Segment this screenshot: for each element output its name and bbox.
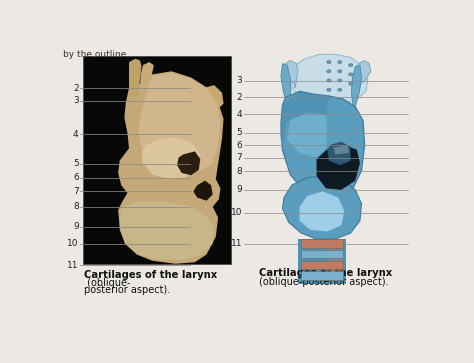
Ellipse shape [327, 61, 331, 64]
Polygon shape [300, 191, 345, 232]
Text: 9: 9 [73, 222, 79, 231]
Polygon shape [317, 144, 360, 190]
Ellipse shape [348, 82, 353, 85]
Text: by the outline.: by the outline. [63, 50, 129, 59]
Text: 2: 2 [237, 93, 242, 102]
Bar [298, 239, 346, 284]
Text: 4: 4 [237, 110, 242, 119]
Bar [328, 239, 345, 281]
Polygon shape [120, 201, 214, 260]
Polygon shape [140, 62, 154, 96]
Polygon shape [193, 181, 213, 201]
Polygon shape [283, 176, 362, 239]
Ellipse shape [337, 88, 342, 91]
Text: (oblique-: (oblique- [84, 278, 134, 289]
Polygon shape [287, 113, 327, 158]
Polygon shape [118, 59, 224, 264]
Polygon shape [141, 138, 201, 179]
Text: 4: 4 [73, 130, 79, 139]
Text: 2: 2 [73, 84, 79, 93]
Polygon shape [177, 151, 201, 175]
Ellipse shape [327, 79, 331, 82]
Text: 6: 6 [73, 173, 79, 182]
Polygon shape [138, 73, 220, 171]
Bar [82, 56, 231, 264]
Text: Cartilages of the larynx: Cartilages of the larynx [84, 270, 217, 280]
Polygon shape [284, 61, 298, 88]
Text: 11: 11 [231, 239, 242, 248]
Ellipse shape [327, 70, 331, 73]
Text: 7: 7 [73, 187, 79, 196]
Ellipse shape [348, 73, 353, 76]
Polygon shape [357, 61, 371, 88]
Text: 5: 5 [237, 129, 242, 137]
Text: 5: 5 [73, 159, 79, 168]
Ellipse shape [327, 88, 331, 91]
Ellipse shape [337, 61, 342, 64]
Bar [301, 239, 343, 248]
Text: 9: 9 [237, 185, 242, 194]
Text: Cartilages of the larynx: Cartilages of the larynx [259, 268, 392, 278]
Text: 6: 6 [237, 141, 242, 150]
Polygon shape [280, 91, 329, 150]
Text: 11: 11 [67, 261, 79, 270]
Bar [301, 261, 343, 269]
Text: 10: 10 [67, 239, 79, 248]
Ellipse shape [348, 64, 353, 67]
Ellipse shape [337, 70, 342, 73]
Bar [301, 272, 343, 280]
Polygon shape [281, 64, 291, 105]
Polygon shape [281, 91, 365, 199]
Text: 8: 8 [237, 167, 242, 176]
Text: 8: 8 [73, 202, 79, 211]
Polygon shape [289, 54, 368, 105]
Text: (oblique-posterior aspect).: (oblique-posterior aspect). [259, 277, 389, 287]
Polygon shape [351, 65, 362, 107]
Ellipse shape [337, 79, 342, 82]
Bar [301, 250, 343, 258]
Text: 3: 3 [237, 76, 242, 85]
Polygon shape [129, 59, 141, 97]
Text: 10: 10 [231, 208, 242, 217]
Polygon shape [328, 142, 351, 165]
Polygon shape [334, 145, 349, 154]
Text: 7: 7 [237, 153, 242, 162]
Polygon shape [199, 85, 224, 111]
Text: posterior aspect).: posterior aspect). [84, 285, 170, 295]
Text: 3: 3 [73, 96, 79, 105]
